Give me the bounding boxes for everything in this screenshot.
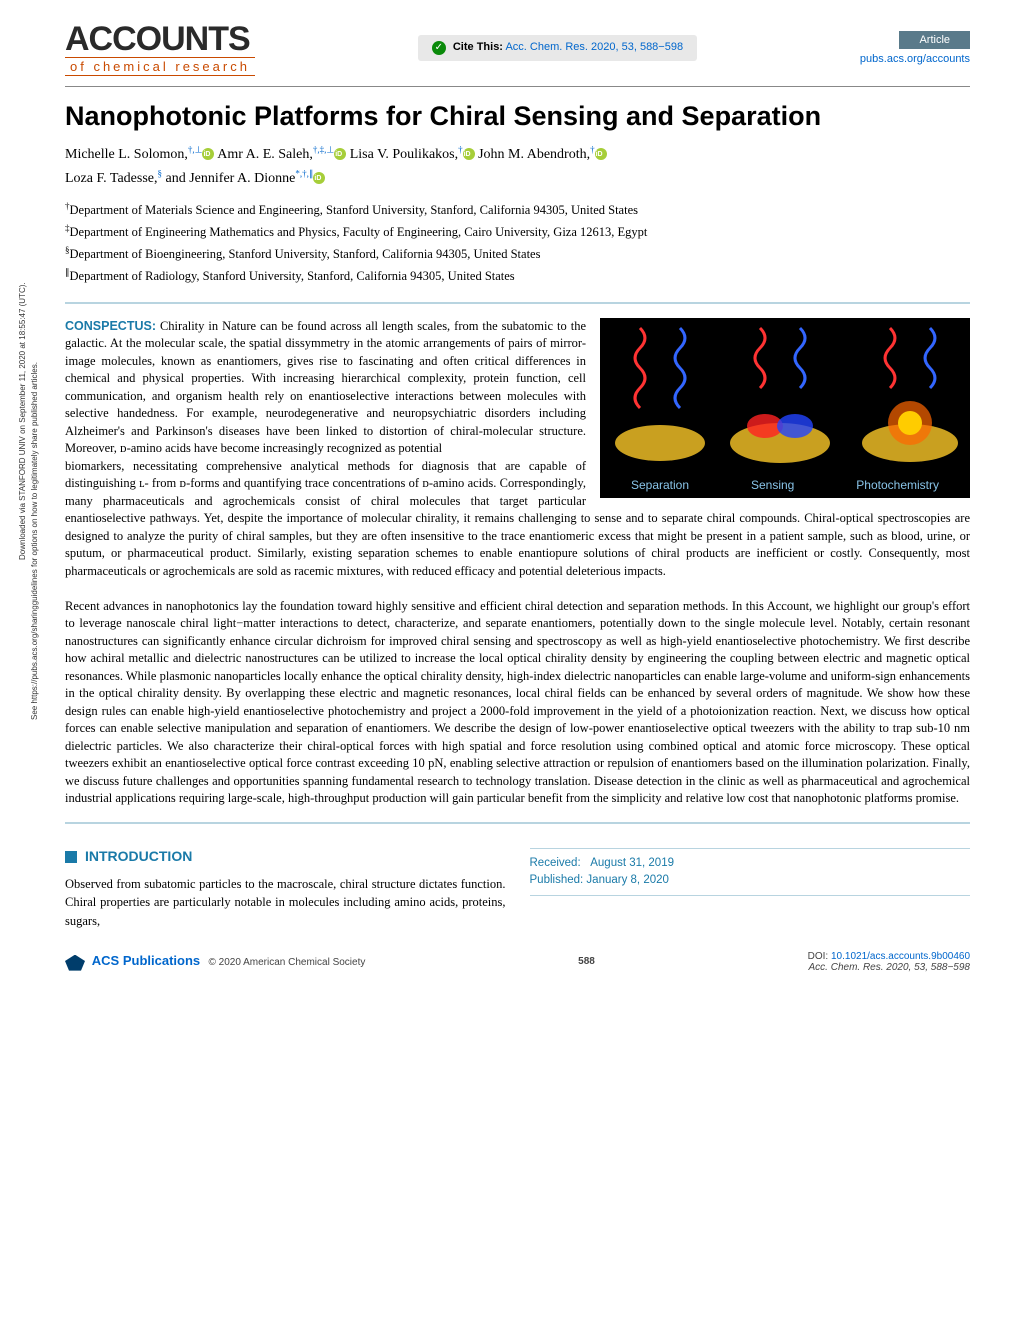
orcid-icon[interactable] (463, 148, 475, 160)
published-label: Published: (530, 874, 584, 886)
author: Lisa V. Poulikakos,† (350, 147, 475, 162)
copyright: © 2020 American Chemical Society (208, 957, 365, 968)
received-label: Received: (530, 857, 581, 869)
author: Amr A. E. Saleh,†,‡,⊥ (217, 147, 346, 162)
left-column: INTRODUCTION Observed from subatomic par… (65, 838, 506, 931)
abstract-p3: Recent advances in nanophotonics lay the… (65, 599, 970, 806)
journal-logo: ACCOUNTS of chemical research (65, 20, 255, 76)
intro-text: Observed from subatomic particles to the… (65, 875, 506, 931)
cite-box: ✓ Cite This: Acc. Chem. Res. 2020, 53, 5… (418, 35, 697, 61)
toc-label: Sensing (751, 478, 794, 492)
header-rule (65, 86, 970, 87)
author-sup[interactable]: †,‡,⊥ (313, 144, 334, 154)
published-date: January 8, 2020 (586, 874, 668, 886)
header: ACCOUNTS of chemical research ✓ Cite Thi… (65, 20, 970, 76)
cite-link[interactable]: Acc. Chem. Res. 2020, 53, 588−598 (505, 41, 683, 53)
article-badge: Article (899, 31, 970, 49)
cite-prefix: Cite This: (453, 41, 503, 53)
section-heading: INTRODUCTION (65, 846, 506, 867)
footer-left: ACS Publications © 2020 American Chemica… (65, 953, 365, 970)
orcid-icon[interactable] (334, 148, 346, 160)
acs-publications: ACS Publications (92, 953, 200, 968)
author: John M. Abendroth,† (478, 147, 607, 162)
author-sup[interactable]: § (158, 168, 163, 178)
doi-link[interactable]: 10.1021/acs.accounts.9b00460 (831, 951, 970, 962)
orcid-icon[interactable] (202, 148, 214, 160)
toc-graphic: Separation Sensing Photochemistry (600, 318, 970, 498)
journal-subtitle: of chemical research (65, 57, 255, 76)
affiliation: †Department of Materials Science and Eng… (65, 200, 970, 220)
toc-label: Separation (631, 478, 689, 492)
received-date: August 31, 2019 (590, 857, 674, 869)
affiliation: ∥Department of Radiology, Stanford Unive… (65, 266, 970, 286)
footer-ref: Acc. Chem. Res. 2020, 53, 588−598 (809, 962, 971, 973)
page-container: ACCOUNTS of chemical research ✓ Cite Thi… (0, 0, 1020, 993)
pubs-link[interactable]: pubs.acs.org/accounts (860, 53, 970, 65)
author-list: Michelle L. Solomon,†,⊥ Amr A. E. Saleh,… (65, 142, 970, 190)
dates-box: Received: August 31, 2019 Published: Jan… (530, 848, 971, 897)
orcid-icon[interactable] (595, 148, 607, 160)
footer: ACS Publications © 2020 American Chemica… (65, 951, 970, 973)
author: Michelle L. Solomon,†,⊥ (65, 147, 214, 162)
header-right: Article pubs.acs.org/accounts (860, 31, 970, 65)
body-columns: INTRODUCTION Observed from subatomic par… (65, 838, 970, 931)
check-icon: ✓ (432, 41, 446, 55)
footer-right: DOI: 10.1021/acs.accounts.9b00460 Acc. C… (808, 951, 970, 973)
footer-page: 588 (578, 956, 595, 967)
acs-logo-icon (65, 955, 85, 971)
affiliations: †Department of Materials Science and Eng… (65, 200, 970, 286)
section-box-icon (65, 851, 77, 863)
abstract-p1: Chirality in Nature can be found across … (65, 319, 586, 456)
author-sup[interactable]: † (458, 144, 463, 154)
right-column: Received: August 31, 2019 Published: Jan… (530, 838, 971, 931)
toc-labels: Separation Sensing Photochemistry (600, 478, 970, 492)
author-sup[interactable]: *,†,∥ (295, 168, 313, 178)
conspectus-label: CONSPECTUS: (65, 319, 156, 333)
affiliation: §Department of Bioengineering, Stanford … (65, 244, 970, 264)
author-sup[interactable]: † (590, 144, 595, 154)
journal-name: ACCOUNTS (65, 20, 250, 59)
article-title: Nanophotonic Platforms for Chiral Sensin… (65, 101, 970, 132)
affiliation: ‡Department of Engineering Mathematics a… (65, 222, 970, 242)
author: Loza F. Tadesse,§ (65, 171, 162, 186)
orcid-icon[interactable] (313, 172, 325, 184)
abstract: Separation Sensing Photochemistry CONSPE… (65, 302, 970, 824)
toc-label: Photochemistry (856, 478, 939, 492)
toc-svg (600, 318, 970, 498)
author-sup[interactable]: †,⊥ (188, 144, 203, 154)
author: and Jennifer A. Dionne*,†,∥ (166, 171, 326, 186)
